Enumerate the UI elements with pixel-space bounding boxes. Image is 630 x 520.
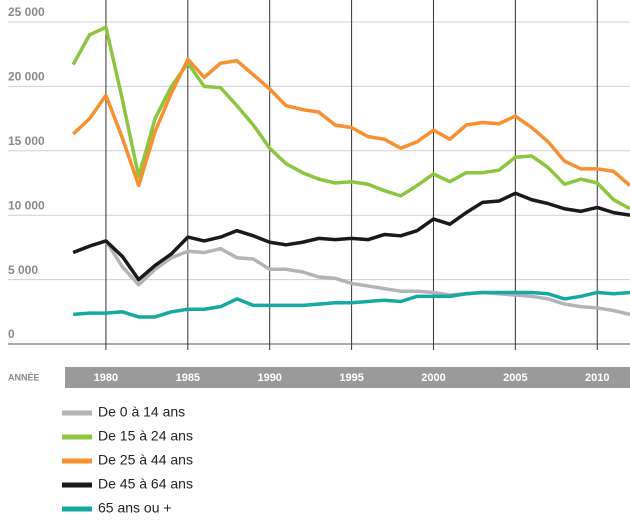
x-tick-label: 1990	[257, 372, 281, 384]
series-line	[71, 25, 630, 211]
legend-label: De 15 à 24 ans	[98, 428, 193, 444]
series-line	[72, 239, 630, 317]
series-line	[73, 290, 630, 319]
x-tick-label: 1995	[339, 372, 363, 384]
x-axis-label: ANNÉE	[8, 372, 40, 382]
y-tick-label: 5 000	[8, 263, 38, 277]
series-line	[71, 57, 630, 188]
x-tick-label: 1985	[176, 372, 200, 384]
legend-label: De 25 à 44 ans	[98, 452, 193, 468]
x-tick-label: 2010	[585, 372, 609, 384]
series-line	[72, 191, 630, 282]
legend-label: De 0 à 14 ans	[98, 404, 185, 420]
x-tick-label: 2005	[503, 372, 527, 384]
y-tick-label: 15 000	[8, 134, 45, 148]
x-axis-band	[65, 367, 630, 388]
y-tick-label: 0	[8, 327, 15, 341]
legend-label: 65 ans ou +	[98, 500, 172, 515]
x-tick-label: 1980	[94, 372, 118, 384]
y-tick-label: 10 000	[8, 198, 45, 212]
y-tick-label: 20 000	[8, 70, 45, 84]
y-tick-label: 25 000	[8, 5, 45, 19]
x-tick-label: 2000	[421, 372, 445, 384]
legend-label: De 45 à 64 ans	[98, 476, 193, 492]
